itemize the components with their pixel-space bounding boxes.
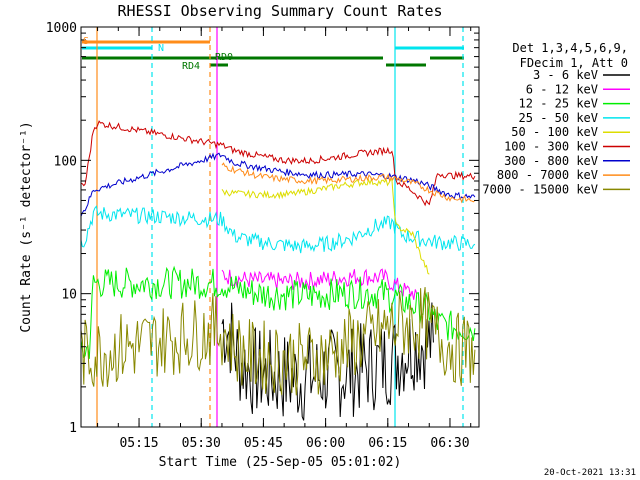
mode-bands xyxy=(82,40,464,67)
x-tick-label-1: 05:30 xyxy=(182,436,221,451)
legend-label-7: 800 - 7000 keV xyxy=(497,168,598,182)
generated-timestamp: 20-Oct-2021 13:31 xyxy=(544,468,636,478)
flag-labels: S N RD0 RD4 xyxy=(83,36,233,72)
y-tick-label-3: 1000 xyxy=(46,21,77,36)
series-line-6 xyxy=(81,152,476,217)
series-line-0 xyxy=(221,302,434,421)
series-line-3 xyxy=(81,205,476,254)
legend-label-2: 12 - 25 keV xyxy=(519,97,598,111)
flag-label-rd0: RD0 xyxy=(215,52,233,63)
legend-label-4: 50 - 100 keV xyxy=(511,125,598,139)
legend-label-8: 7000 - 15000 keV xyxy=(482,182,598,196)
flag-label-n: N xyxy=(158,43,164,54)
legend-label-6: 300 - 800 keV xyxy=(504,154,598,168)
x-axis-label: Start Time (25-Sep-05 05:01:02) xyxy=(159,455,402,470)
series-line-8 xyxy=(81,287,476,396)
flag-label-s: S xyxy=(83,36,89,47)
legend-label-0: 3 - 6 keV xyxy=(533,68,598,82)
series-line-4 xyxy=(221,177,430,275)
x-tick-label-3: 06:00 xyxy=(306,436,345,451)
series-line-7 xyxy=(221,162,476,204)
y-tick-label-0: 1 xyxy=(69,421,77,436)
chart-title: RHESSI Observing Summary Count Rates xyxy=(117,2,442,20)
x-tick-label-4: 06:15 xyxy=(368,436,407,451)
y-tick-label-2: 100 xyxy=(54,154,77,169)
legend-label-1: 6 - 12 keV xyxy=(526,82,598,96)
x-tick-label-2: 05:45 xyxy=(244,436,283,451)
x-tick-label-5: 06:30 xyxy=(430,436,469,451)
legend-header-line-2: FDecim 1, Att 0 xyxy=(520,56,628,70)
legend-header-line-1: Det 1,3,4,5,6,9, xyxy=(512,41,628,55)
series-line-1 xyxy=(221,268,418,300)
series-line-2 xyxy=(81,265,476,359)
series-line-5 xyxy=(81,120,476,207)
y-axis-label: Count Rate (s⁻¹ detector⁻¹) xyxy=(19,121,34,332)
legend-label-5: 100 - 300 keV xyxy=(504,140,598,154)
legend: Det 1,3,4,5,6,9, FDecim 1, Att 0 3 - 6 k… xyxy=(482,41,630,196)
flag-label-rd4: RD4 xyxy=(182,61,200,72)
axis-layer: 05:15 05:30 05:45 06:00 06:15 06:30 1 10 100 1000 xyxy=(46,21,479,451)
series-layer xyxy=(81,120,476,421)
plot-frame xyxy=(80,26,480,428)
y-tick-label-1: 10 xyxy=(61,288,77,303)
x-tick-label-0: 05:15 xyxy=(119,436,158,451)
legend-label-3: 25 - 50 keV xyxy=(519,111,598,125)
